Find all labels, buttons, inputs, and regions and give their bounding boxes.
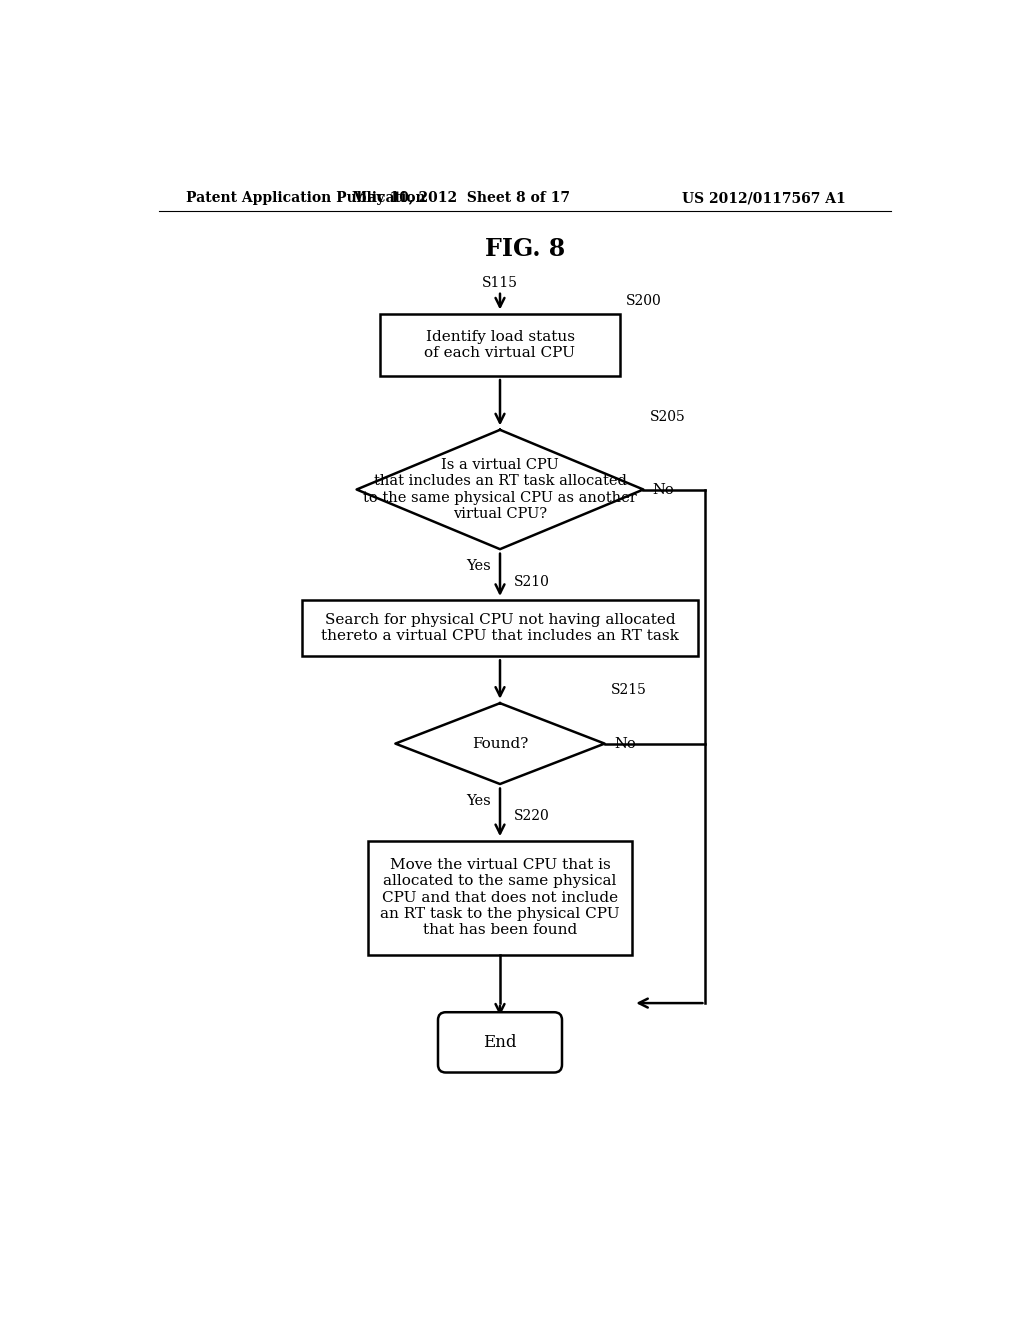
Text: S210: S210 bbox=[514, 574, 550, 589]
Text: Move the virtual CPU that is
allocated to the same physical
CPU and that does no: Move the virtual CPU that is allocated t… bbox=[380, 858, 620, 937]
FancyBboxPatch shape bbox=[380, 314, 621, 376]
Text: No: No bbox=[652, 483, 675, 496]
FancyBboxPatch shape bbox=[369, 841, 632, 954]
Text: S115: S115 bbox=[482, 276, 518, 290]
Text: S205: S205 bbox=[649, 409, 685, 424]
Text: Patent Application Publication: Patent Application Publication bbox=[186, 191, 426, 206]
Text: S215: S215 bbox=[611, 682, 647, 697]
FancyBboxPatch shape bbox=[438, 1012, 562, 1073]
Text: Found?: Found? bbox=[472, 737, 528, 751]
Text: No: No bbox=[614, 737, 636, 751]
Text: US 2012/0117567 A1: US 2012/0117567 A1 bbox=[682, 191, 846, 206]
Text: Search for physical CPU not having allocated
thereto a virtual CPU that includes: Search for physical CPU not having alloc… bbox=[322, 612, 679, 643]
Text: Yes: Yes bbox=[466, 560, 490, 573]
Text: FIG. 8: FIG. 8 bbox=[484, 238, 565, 261]
Text: Is a virtual CPU
that includes an RT task allocated
to the same physical CPU as : Is a virtual CPU that includes an RT tas… bbox=[364, 458, 637, 521]
FancyBboxPatch shape bbox=[302, 601, 697, 656]
Text: S200: S200 bbox=[627, 294, 663, 308]
Text: End: End bbox=[483, 1034, 517, 1051]
Text: Yes: Yes bbox=[466, 793, 490, 808]
Text: Identify load status
of each virtual CPU: Identify load status of each virtual CPU bbox=[425, 330, 575, 360]
Text: May 10, 2012  Sheet 8 of 17: May 10, 2012 Sheet 8 of 17 bbox=[352, 191, 570, 206]
Text: S220: S220 bbox=[514, 809, 550, 824]
